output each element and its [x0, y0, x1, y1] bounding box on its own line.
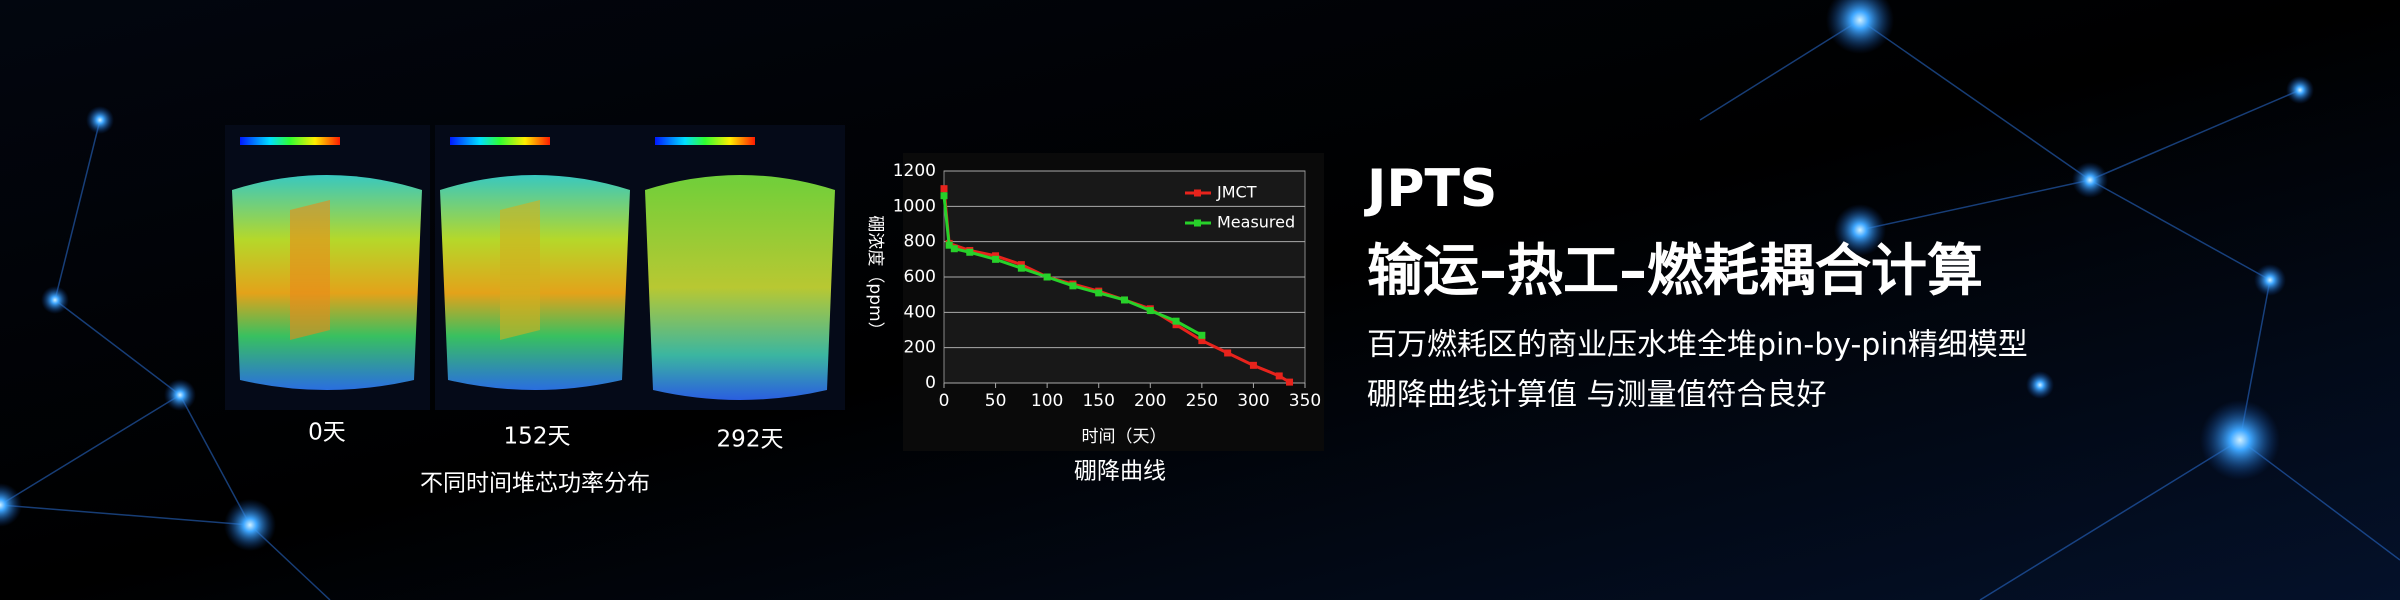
y-axis-title: 硼浓度（ppm） [865, 215, 885, 338]
title: 输运–热工–燃耗耦合计算 [1367, 239, 1983, 304]
x-tick-label: 0 [939, 391, 950, 411]
x-tick-label: 200 [1134, 391, 1166, 411]
point [1249, 361, 1257, 369]
point [945, 241, 953, 249]
x-tick-label: 250 [1186, 391, 1218, 411]
point [1017, 261, 1025, 269]
point [1198, 331, 1206, 339]
point [992, 255, 1000, 263]
x-tick-label: 300 [1237, 391, 1269, 411]
legend-marker [1194, 189, 1201, 197]
description: 硼降曲线计算值 与测量值符合良好 [1367, 378, 1827, 413]
y-tick-label: 200 [904, 338, 936, 358]
y-tick-label: 600 [904, 267, 936, 287]
point [1069, 282, 1077, 290]
power-map [640, 125, 845, 410]
point [966, 248, 974, 256]
x-tick-label: 50 [985, 391, 1007, 411]
point [1172, 321, 1180, 329]
description: 百万燃耗区的商业压水堆全堆pin-by-pin精细模型 [1367, 328, 2028, 363]
y-tick-label: 0 [925, 373, 936, 393]
point [1286, 378, 1294, 386]
chart-caption: 硼降曲线 [1074, 459, 1166, 485]
point [1043, 273, 1051, 281]
point [1017, 264, 1025, 272]
power-map [225, 125, 430, 410]
point [992, 252, 1000, 260]
map-label: 152天 [504, 424, 571, 450]
point [950, 245, 958, 253]
y-tick-label: 400 [904, 302, 936, 322]
boron-chart: 时间（天） 硼浓度（ppm） 0 200 400 600 800 1000 1200 0 50 1… [865, 153, 1324, 451]
x-tick-label: 100 [1031, 391, 1063, 411]
y-tick-label: 800 [904, 232, 936, 252]
point [1095, 289, 1103, 297]
map-label: 292天 [717, 427, 784, 453]
point [1198, 337, 1206, 345]
legend-label: JMCT [1216, 183, 1257, 202]
power-map [435, 125, 640, 410]
point [940, 185, 948, 193]
y-tick-label: 1200 [893, 161, 936, 181]
x-tick-label: 150 [1082, 391, 1114, 411]
map-caption: 不同时间堆芯功率分布 [420, 471, 650, 497]
point [1121, 296, 1128, 304]
glow-nodes [0, 0, 2314, 551]
legend-marker [1194, 219, 1201, 227]
point [1275, 372, 1283, 380]
chart-panel [903, 153, 1324, 451]
point [940, 192, 948, 200]
point [1146, 307, 1154, 315]
power-maps: 0天 152天 292天 不同时间堆芯功率分布 [225, 125, 845, 497]
x-axis-title: 时间（天） [1082, 427, 1167, 447]
x-tick-label: 350 [1289, 391, 1321, 411]
point [1172, 317, 1180, 325]
heading: JPTS [1364, 159, 1497, 219]
point [1224, 349, 1232, 357]
map-label: 0天 [308, 420, 346, 446]
y-tick-label: 1000 [893, 196, 936, 216]
legend-label: Measured [1217, 213, 1295, 232]
